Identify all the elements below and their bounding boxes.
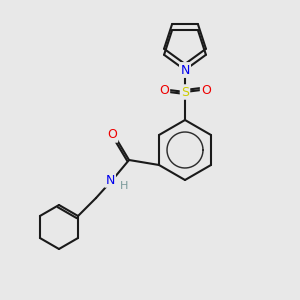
- Text: N: N: [105, 173, 115, 187]
- Text: N: N: [180, 64, 190, 76]
- Text: O: O: [159, 83, 169, 97]
- Text: O: O: [107, 128, 117, 142]
- Text: N: N: [180, 64, 190, 76]
- Text: O: O: [201, 83, 211, 97]
- Text: H: H: [120, 181, 128, 191]
- Text: S: S: [181, 85, 189, 98]
